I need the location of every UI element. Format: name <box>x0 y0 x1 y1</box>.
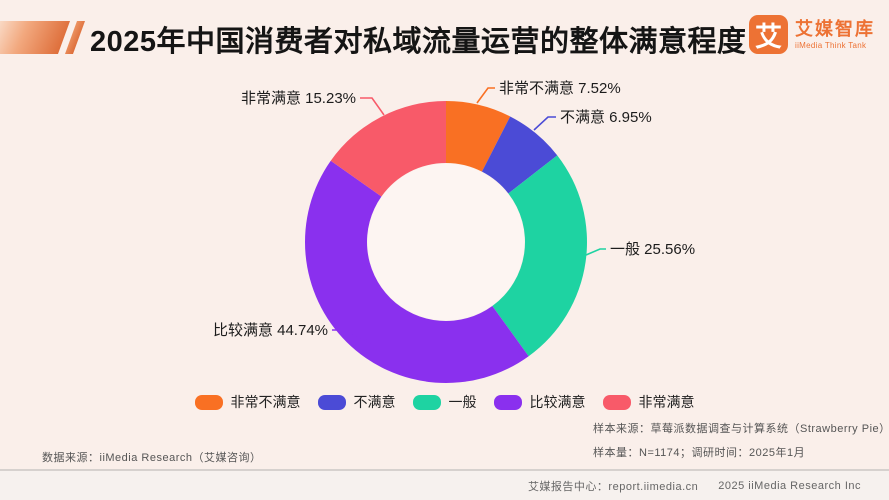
footer: 艾媒报告中心：report.iimedia.cn 2025 iiMedia Re… <box>0 471 889 500</box>
sample-source-note: 样本来源：草莓派数据调查与计算系统（Strawberry Pie） <box>593 423 889 435</box>
donut-slice-0 <box>446 101 511 172</box>
brand-logo-icon: 艾 <box>749 15 788 54</box>
brand-logo-text: 艾媒智库 iiMedia Think Tank <box>795 18 875 50</box>
sample-notes: 样本来源：草莓派数据调查与计算系统（Strawberry Pie） 样本量：N=… <box>593 417 889 465</box>
donut-slice-4 <box>330 101 446 197</box>
data-source-note: 数据来源：iiMedia Research（艾媒咨询） <box>42 452 262 464</box>
legend-item-4: 非常满意 <box>602 392 695 412</box>
brand-logo: 艾 艾媒智库 iiMedia Think Tank <box>749 15 875 54</box>
leader-line-4 <box>360 97 385 116</box>
leader-line-0 <box>476 87 495 104</box>
brand-name: 艾媒智库 <box>795 18 875 39</box>
legend-label-4: 非常满意 <box>638 394 695 410</box>
legend-label-0: 非常不满意 <box>230 394 301 410</box>
legend-swatch-3 <box>493 394 522 410</box>
page-title: 2025年中国消费者对私域流量运营的整体满意程度 <box>90 26 747 58</box>
title-decoration-bar <box>0 21 71 54</box>
legend-swatch-0 <box>194 394 223 410</box>
legend-swatch-4 <box>602 394 631 410</box>
legend-swatch-1 <box>317 394 346 410</box>
donut-hole <box>367 163 525 321</box>
leader-line-2 <box>585 248 606 256</box>
chart-legend: 非常不满意 不满意 一般 比较满意 非常满意 <box>0 392 889 412</box>
slice-label-2: 一般 25.56% <box>610 241 695 258</box>
slice-label-0: 非常不满意 7.52% <box>499 79 621 97</box>
footer-divider <box>0 469 889 471</box>
legend-label-3: 比较满意 <box>529 394 586 410</box>
legend-item-3: 比较满意 <box>493 392 586 412</box>
donut-slice-2 <box>492 155 587 357</box>
brand-subtitle: iiMedia Think Tank <box>795 40 867 50</box>
legend-item-1: 不满意 <box>317 392 396 412</box>
title-decoration <box>0 21 86 54</box>
footer-copyright: 2025 iiMedia Research Inc <box>718 479 861 492</box>
donut-slice-3 <box>305 160 529 383</box>
footer-report-center: 艾媒报告中心：report.iimedia.cn <box>527 480 699 493</box>
leader-line-3 <box>332 329 374 345</box>
legend-item-2: 一般 <box>412 392 477 412</box>
donut-chart: 非常不满意 7.52% 不满意 6.95% 一般 25.56% 比较满意 44.74%… <box>213 79 695 383</box>
slice-label-1: 不满意 6.95% <box>560 108 652 126</box>
legend-swatch-2 <box>412 394 441 410</box>
legend-label-1: 不满意 <box>353 394 396 410</box>
sample-size-note: 样本量：N=1174；调研时间：2025年1月 <box>593 447 806 459</box>
donut-slice-1 <box>481 116 558 194</box>
slice-label-3: 比较满意 44.74% <box>213 321 328 339</box>
legend-label-2: 一般 <box>448 394 477 410</box>
legend-item-0: 非常不满意 <box>194 392 301 412</box>
leader-line-1 <box>533 116 556 131</box>
slice-label-4: 非常满意 15.23% <box>241 89 356 107</box>
